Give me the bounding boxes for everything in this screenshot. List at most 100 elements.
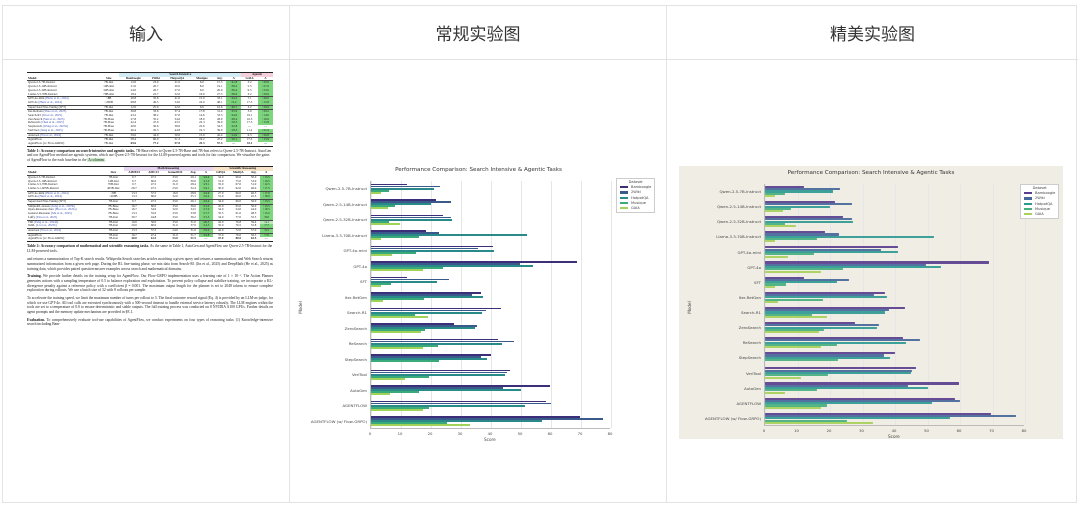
table-cell: 48.3 [250, 211, 257, 216]
table-cell: 39.0 [216, 120, 223, 125]
bar-hotpotqa [371, 358, 487, 361]
caption-end: . [105, 157, 106, 162]
table-cell: ↑29.9 [257, 92, 273, 97]
table-cell: AutoGen (Wu et al., 2024) [27, 228, 103, 234]
table-cell: 60.0 [144, 203, 163, 209]
legend-label: Musique [631, 200, 647, 205]
bar-2wiki [371, 402, 551, 405]
table-row: Iter-RetGen (Shao et al., 2023) 7B-Inst 36… [27, 109, 273, 115]
table-cell: 45.5 [250, 194, 257, 199]
table-row: ZeroSearch (Sun et al., 2025) 7B-Base 27.8… [27, 117, 273, 122]
legend-item: 2Wiki [1024, 196, 1055, 201]
table-cell: AgentFlow (w/ Flow-GRPO) [27, 236, 103, 243]
table-cell: 3.2 [247, 91, 252, 96]
bar-bamboogle [765, 337, 903, 340]
table-row: Llama-3.3-70B-Instruct 70B-Inst 18.4 22.7 52… [27, 91, 273, 97]
x-tick-label: 60 [956, 428, 962, 433]
table-cell: Llama-3.3-70B-Instruct [28, 91, 58, 96]
table-row: Open-Reasoner-Zero (Hu et al., 2025a) 7B-… [27, 207, 273, 213]
table-cell: 9.5 [247, 87, 252, 92]
table-cell: — [257, 141, 273, 147]
bar-bamboogle [765, 382, 959, 385]
caption-text: As the same in Table 1, AutoGen and Agen… [27, 244, 273, 253]
table-cell: GPT-4o-mini (Hurst et al., 2024) [27, 96, 99, 101]
table-cell: 16.7 [131, 207, 137, 212]
bar-hotpotqa [371, 203, 431, 206]
bar-gaia [765, 331, 819, 334]
table-cell: ↑22.8 [226, 124, 242, 129]
table-cell: ↑29.9 [257, 80, 273, 86]
table-cell: 6.7 [132, 182, 137, 187]
table-cell: Qwen-2.5-7B-Instruct [27, 80, 99, 86]
bar-musique [371, 329, 425, 332]
bar-hotpotqa [765, 220, 853, 223]
table-cell: 6.7 [132, 178, 137, 183]
table-cell: 16.0 [162, 190, 188, 196]
bar-bamboogle [765, 321, 856, 325]
bar-musique [765, 268, 843, 271]
table-cell: General-Reasoner (Ma et al., 2025) [28, 211, 72, 216]
table-cell: 21.6 [130, 84, 137, 89]
table-cell: 31.0 [187, 219, 200, 225]
legend-title: Dataset [628, 180, 643, 184]
fancy-chart-background [679, 166, 1063, 439]
bar-hotpotqa [765, 387, 928, 390]
table-cell: 23.0 [147, 80, 165, 86]
bar-gaia [765, 285, 776, 288]
column-header: Size [106, 75, 112, 80]
table-cell: 17.8 [190, 109, 214, 115]
table-cell: 7B-Inst [108, 223, 118, 228]
table-cell: ↑10.5 [259, 179, 273, 184]
bar-hotpotqa [765, 296, 887, 299]
gridline [431, 181, 432, 428]
bar-musique [371, 360, 439, 363]
column-header: Model [28, 170, 37, 175]
table-cell: 34.0 [212, 199, 229, 205]
citation-link: (Ma et al., 2025) [51, 211, 72, 216]
table-cell: 47.2 [213, 137, 227, 142]
citation-link: (Shao et al., 2023) [43, 109, 67, 114]
table-cell: 33.6 [147, 109, 165, 115]
table-cell: 17.3 [246, 99, 253, 104]
bar-hotpotqa [765, 402, 932, 405]
legend-swatch-icon [620, 201, 628, 204]
bar-musique [765, 207, 791, 210]
bar-2wiki [371, 185, 440, 188]
y-tick-label: AGENTFLOW (w/ Flow-GRPO) [704, 415, 761, 421]
paragraph: To accelerate the training speed, we lim… [27, 296, 273, 315]
paragraph-text: To comprehensively evaluate tool-use cap… [27, 317, 273, 327]
legend-label: GAIA [631, 206, 640, 211]
bar-musique [371, 375, 429, 378]
bar-musique [371, 189, 389, 192]
caption-text: 7B-Base refers to Qwen-2.5-7B-Base and 7… [27, 148, 272, 162]
legend-swatch-icon [620, 186, 628, 189]
bar-musique [765, 419, 848, 422]
bar-hotpotqa [765, 235, 934, 238]
group-header-row: Search Intensive Agentic [27, 71, 273, 77]
table-cell: 46.4 [130, 127, 137, 132]
citation-link: (Hurst et al., 2024) [38, 194, 62, 199]
table-cell: 31.4 [213, 109, 227, 115]
paragraph-lead: Evaluation. [27, 317, 47, 322]
bar-gaia [371, 238, 381, 241]
table-cell: Qwen-2.5-7B-Instruct [27, 174, 103, 180]
bar-gaia [371, 207, 388, 210]
paragraph: and returns a summarization of Top-K sea… [27, 257, 273, 271]
y-tick-label: AGENTFLOW [736, 400, 761, 406]
y-tick-label: ReSearch [742, 340, 761, 346]
table-cell: 19.1 [246, 113, 253, 118]
table-cell: 26.7 [131, 185, 137, 190]
table-row: Qwen-2.5-7B-Instruct 7B-Inst 6.7 47.5 33.0 29… [27, 174, 273, 180]
table-cell: ↑15.8 [257, 100, 273, 106]
body-text: and returns a summarization of Top-K sea… [27, 257, 273, 327]
bar-2wiki [371, 278, 449, 281]
y-tick-label: Qwen-2.5-7B-Instruct [719, 189, 761, 195]
table-cell: 405B-Inst [107, 185, 120, 190]
table-cell: 33.0 [162, 219, 188, 225]
table-cell: Qwen-2.5-32B-Instruct [28, 87, 57, 92]
x-tick-label: 70 [577, 431, 583, 436]
citation-link: (Jiang et al., 2025) [39, 127, 63, 132]
table-cell: 62.0 [235, 185, 242, 190]
legend-swatch-icon [1024, 207, 1032, 210]
table-cell: 7B-Inst [108, 214, 118, 219]
